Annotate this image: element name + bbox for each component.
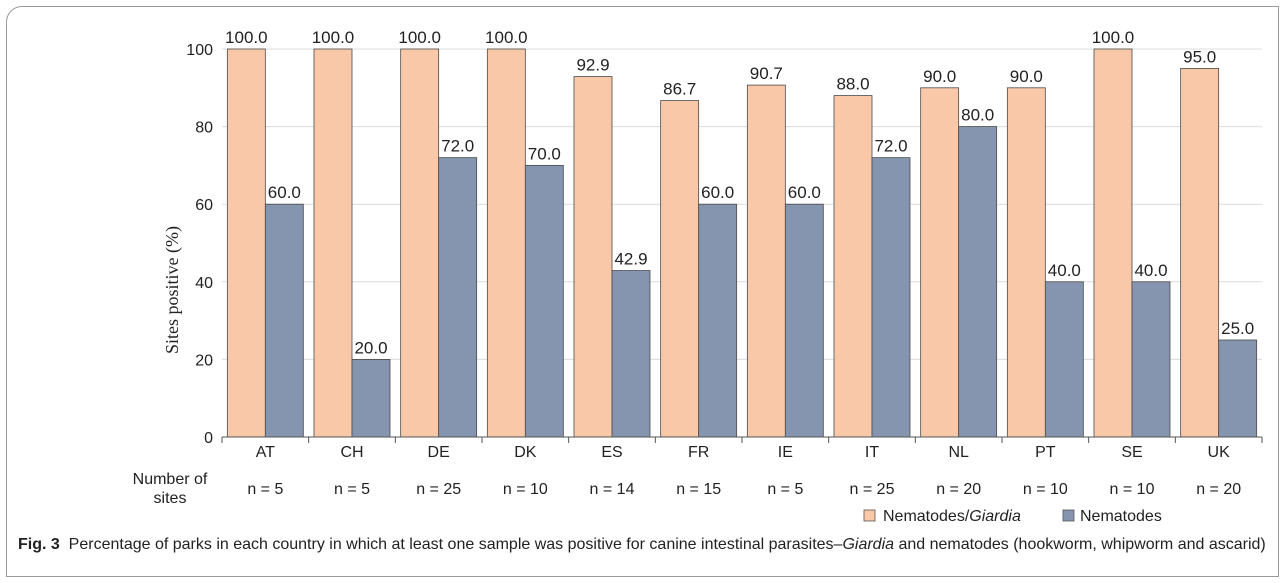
y-tick-label: 100 [186,42,213,59]
bar-nematodes-giardia-DK [486,48,526,438]
bar-value-label: 100.0 [312,28,355,47]
figure-label: Fig. 3 [18,536,60,553]
legend-swatch-nematodes-giardia [863,509,876,522]
bar-nematodes-CH [351,358,391,438]
bar-value-label: 40.0 [1048,261,1081,280]
x-tick-label: IT [865,444,879,461]
sites-count: n = 20 [936,481,981,498]
x-tick-label: CH [340,444,363,461]
y-tick-label: 0 [204,430,213,447]
bar-value-label: 42.9 [614,250,647,269]
bar-nematodes-giardia-ES [573,76,613,438]
x-tick-label: PT [1035,444,1056,461]
bar-nematodes-giardia-IE [746,84,786,438]
bar-value-label: 72.0 [441,137,474,156]
bar-value-label: 72.0 [874,137,907,156]
caption-italic-giardia: Giardia [842,536,895,553]
bar-nematodes-giardia-AT [226,48,266,438]
bar-value-label: 100.0 [1092,28,1135,47]
bar-value-label: 90.0 [923,67,956,86]
sites-count: n = 20 [1196,481,1241,498]
sites-count: n = 15 [676,481,721,498]
bars [226,48,1258,438]
sites-count: n = 25 [416,481,461,498]
x-tick-label: SE [1121,444,1142,461]
bar-value-label: 80.0 [961,106,994,125]
bar-nematodes-giardia-NL [920,87,960,438]
x-tick-label: FR [688,444,709,461]
bar-nematodes-DK [524,164,564,438]
bar-nematodes-FR [698,203,738,438]
sites-row: Number of sites n = 5 n = 5 n = 25 n = 10 n … [133,471,1242,507]
sites-count: n = 14 [590,481,635,498]
y-tick-label: 40 [195,275,213,292]
legend: Nematodes/Giardia Nematodes [863,508,1162,525]
bar-value-label: 92.9 [576,56,609,75]
bar-value-label: 90.0 [1010,67,1043,86]
bar-nematodes-AT [264,203,304,438]
sites-count: n = 10 [1110,481,1155,498]
bar-value-label: 60.0 [701,183,734,202]
sites-count: n = 5 [247,481,283,498]
bar-nematodes-DE [438,157,478,438]
y-axis-ticks: 0 20 40 60 80 100 [186,42,213,447]
bar-value-label: 90.7 [750,64,783,83]
bar-nematodes-SE [1131,281,1171,438]
y-axis-label: Sites positive (%) [162,226,183,354]
bar-value-label: 100.0 [225,28,268,47]
bar-value-label: 40.0 [1134,261,1167,280]
sites-count: n = 5 [334,481,370,498]
x-axis-ticks: AT CH DE DK ES FR IE IT NL PT SE UK [221,437,1263,461]
sites-count: n = 10 [1023,481,1068,498]
gridlines [222,48,1262,360]
x-tick-label: ES [601,444,622,461]
bar-value-labels: 100.0 60.0 100.0 20.0 100.0 72.0 100.0 70.0 92.9… [225,28,1254,357]
x-tick-label: DE [428,444,450,461]
figure-caption: Fig. 3 Percentage of parks in each count… [18,534,1268,556]
x-tick-label: NL [948,444,969,461]
y-tick-label: 80 [195,120,213,137]
bar-value-label: 60.0 [268,183,301,202]
bar-nematodes-giardia-PT [1006,87,1046,438]
bar-nematodes-giardia-DE [400,48,440,438]
bar-value-label: 60.0 [788,183,821,202]
bar-value-label: 20.0 [354,338,387,357]
sites-count: n = 5 [767,481,803,498]
legend-label-nematodes: Nematodes [1080,508,1162,525]
figure-frame [6,6,1279,577]
bar-value-label: 100.0 [398,28,441,47]
sites-count: n = 25 [850,481,895,498]
bar-nematodes-IE [784,203,824,438]
bar-nematodes-giardia-SE [1093,48,1133,438]
bar-nematodes-UK [1218,339,1258,438]
bar-nematodes-ES [611,270,651,438]
bar-nematodes-giardia-IT [833,95,873,438]
bar-value-label: 95.0 [1183,47,1216,66]
x-tick-label: DK [514,444,537,461]
bar-nematodes-giardia-UK [1180,68,1220,438]
bar-nematodes-PT [1044,281,1084,438]
x-tick-label: AT [256,444,275,461]
x-tick-label: IE [778,444,793,461]
bar-value-label: 88.0 [836,75,869,94]
y-tick-label: 20 [195,352,213,369]
bar-value-label: 86.7 [663,80,696,99]
bar-chart: 0 20 40 60 80 100 Sites positive (%) 100.0 60.… [133,28,1263,525]
sites-row-label-line1: Number of [133,471,208,488]
bar-nematodes-giardia-FR [660,100,700,438]
sites-row-label-line2: sites [154,490,187,507]
bar-value-label: 25.0 [1221,319,1254,338]
bar-value-label: 100.0 [485,28,528,47]
caption-text: Percentage of parks in each country in w… [68,536,843,553]
bar-nematodes-giardia-CH [313,48,353,438]
sites-count: n = 10 [503,481,548,498]
bar-nematodes-NL [958,126,998,438]
caption-text-end: and nematodes (hookworm, whipworm and as… [894,536,1266,553]
bar-nematodes-IT [871,157,911,438]
bar-value-label: 70.0 [528,144,561,163]
x-tick-label: UK [1208,444,1231,461]
legend-swatch-nematodes [1062,509,1075,522]
y-tick-label: 60 [195,197,213,214]
legend-label-nematodes-giardia: Nematodes/Giardia [883,508,1021,525]
